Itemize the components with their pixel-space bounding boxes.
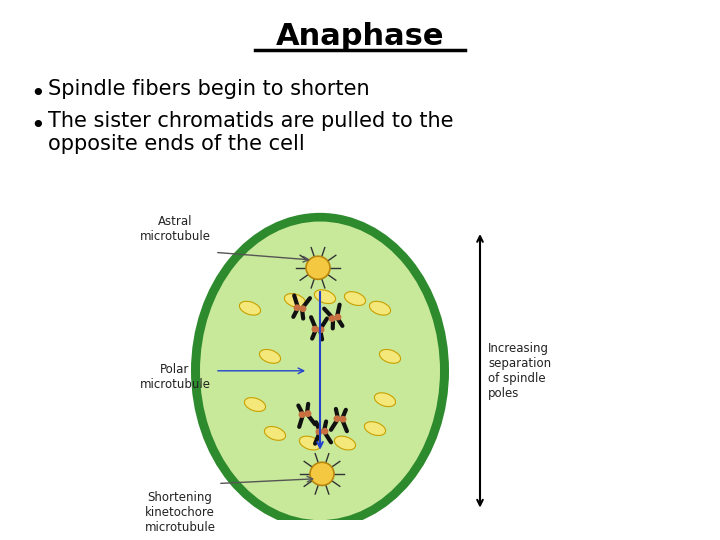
Text: Shortening
kinetochore
microtubule: Shortening kinetochore microtubule [145, 491, 215, 534]
Circle shape [322, 428, 328, 435]
Text: Anaphase: Anaphase [276, 22, 444, 51]
Text: Increasing
separation
of spindle
poles: Increasing separation of spindle poles [488, 342, 551, 400]
Text: Astral
microtubule: Astral microtubule [140, 215, 210, 242]
Ellipse shape [369, 301, 390, 315]
Text: •: • [30, 82, 45, 106]
Circle shape [333, 415, 341, 422]
Ellipse shape [364, 422, 386, 436]
Ellipse shape [240, 301, 261, 315]
Ellipse shape [200, 221, 440, 520]
Circle shape [294, 305, 300, 311]
Ellipse shape [284, 294, 305, 307]
Ellipse shape [379, 349, 400, 363]
Ellipse shape [259, 349, 281, 363]
Ellipse shape [334, 436, 356, 450]
Circle shape [334, 314, 341, 320]
Text: Polar
microtubule: Polar microtubule [140, 363, 210, 391]
Ellipse shape [300, 436, 320, 450]
Circle shape [318, 326, 325, 333]
Circle shape [315, 428, 323, 435]
Ellipse shape [315, 290, 336, 303]
Circle shape [310, 462, 334, 485]
Circle shape [312, 326, 318, 333]
Circle shape [299, 411, 305, 418]
Text: The sister chromatids are pulled to the
opposite ends of the cell: The sister chromatids are pulled to the … [48, 111, 454, 154]
Ellipse shape [264, 427, 286, 440]
Circle shape [305, 410, 312, 417]
Text: •: • [30, 113, 45, 138]
Circle shape [300, 305, 307, 312]
Ellipse shape [191, 213, 449, 529]
Circle shape [328, 315, 336, 322]
Ellipse shape [244, 397, 266, 411]
Ellipse shape [344, 292, 366, 306]
Ellipse shape [374, 393, 395, 407]
Text: Spindle fibers begin to shorten: Spindle fibers begin to shorten [48, 79, 369, 99]
Circle shape [340, 416, 346, 423]
Circle shape [306, 256, 330, 279]
